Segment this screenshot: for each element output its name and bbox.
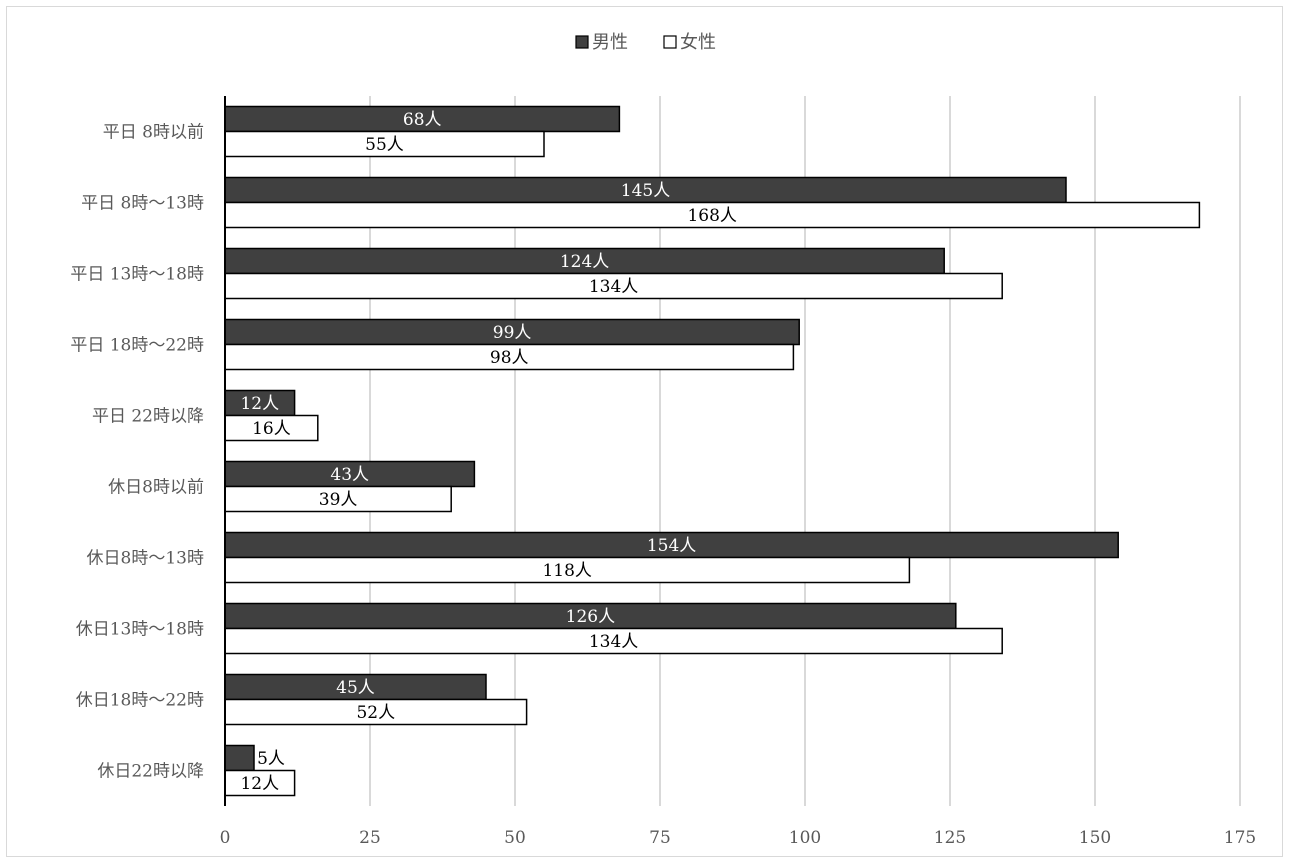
y-tick-label: 平日 8時以前 (103, 123, 204, 143)
data-label: 55人 (365, 135, 404, 155)
x-tick-label: 125 (934, 828, 966, 848)
data-label: 99人 (493, 323, 532, 343)
bar-male (224, 318, 800, 346)
bar-female (224, 556, 911, 584)
bar-male (224, 460, 476, 488)
y-tick-label: 休日8時〜13時 (87, 549, 204, 569)
x-tick-label: 150 (1079, 828, 1111, 848)
bar-female (224, 130, 545, 158)
y-tick-label: 休日13時〜18時 (76, 620, 204, 640)
bar-male (224, 602, 957, 630)
data-label: 39人 (319, 490, 358, 510)
y-tick-label: 休日18時〜22時 (76, 691, 204, 711)
data-label: 68人 (403, 110, 442, 130)
data-label: 5人 (257, 749, 285, 769)
data-label: 12人 (240, 774, 279, 794)
bar-male (224, 744, 255, 772)
x-tick-label: 0 (220, 828, 231, 848)
x-tick-label: 25 (359, 828, 381, 848)
bar-female (224, 769, 296, 797)
data-label: 16人 (252, 419, 291, 439)
y-tick-label: 平日 8時〜13時 (81, 194, 204, 214)
y-tick-label: 平日 22時以降 (92, 407, 204, 427)
data-label: 12人 (240, 394, 279, 414)
data-label: 43人 (330, 465, 369, 485)
x-tick-label: 50 (504, 828, 526, 848)
data-label: 154人 (647, 536, 696, 556)
legend-swatch (663, 35, 677, 49)
legend-swatch (575, 35, 589, 49)
data-label: 168人 (687, 206, 736, 226)
bar-male (224, 389, 296, 417)
x-tick-label: 175 (1224, 828, 1256, 848)
data-label: 126人 (566, 607, 615, 627)
legend-label: 男性 (592, 32, 628, 53)
data-label: 134人 (589, 632, 638, 652)
data-label: 45人 (336, 678, 375, 698)
data-label: 134人 (589, 277, 638, 297)
data-label: 52人 (356, 703, 395, 723)
data-label: 98人 (490, 348, 529, 368)
data-label: 118人 (542, 561, 591, 581)
x-tick-label: 100 (789, 828, 821, 848)
data-label: 124人 (560, 252, 609, 272)
x-tick-label: 75 (649, 828, 671, 848)
bar-female (224, 272, 1003, 300)
bar-male (224, 531, 1119, 559)
y-tick-label: 平日 13時〜18時 (70, 265, 204, 285)
legend-label: 女性 (680, 32, 716, 53)
chart-frame (6, 6, 1283, 857)
data-label: 145人 (621, 181, 670, 201)
y-tick-label: 平日 18時〜22時 (70, 336, 204, 356)
y-tick-label: 休日22時以降 (97, 762, 204, 782)
bar-male (224, 673, 487, 701)
y-tick-label: 休日8時以前 (108, 478, 204, 498)
bar-male (224, 247, 945, 275)
bar-male (224, 105, 621, 133)
bar-female (224, 485, 452, 513)
bar-female (224, 627, 1003, 655)
bar-female (224, 201, 1201, 229)
